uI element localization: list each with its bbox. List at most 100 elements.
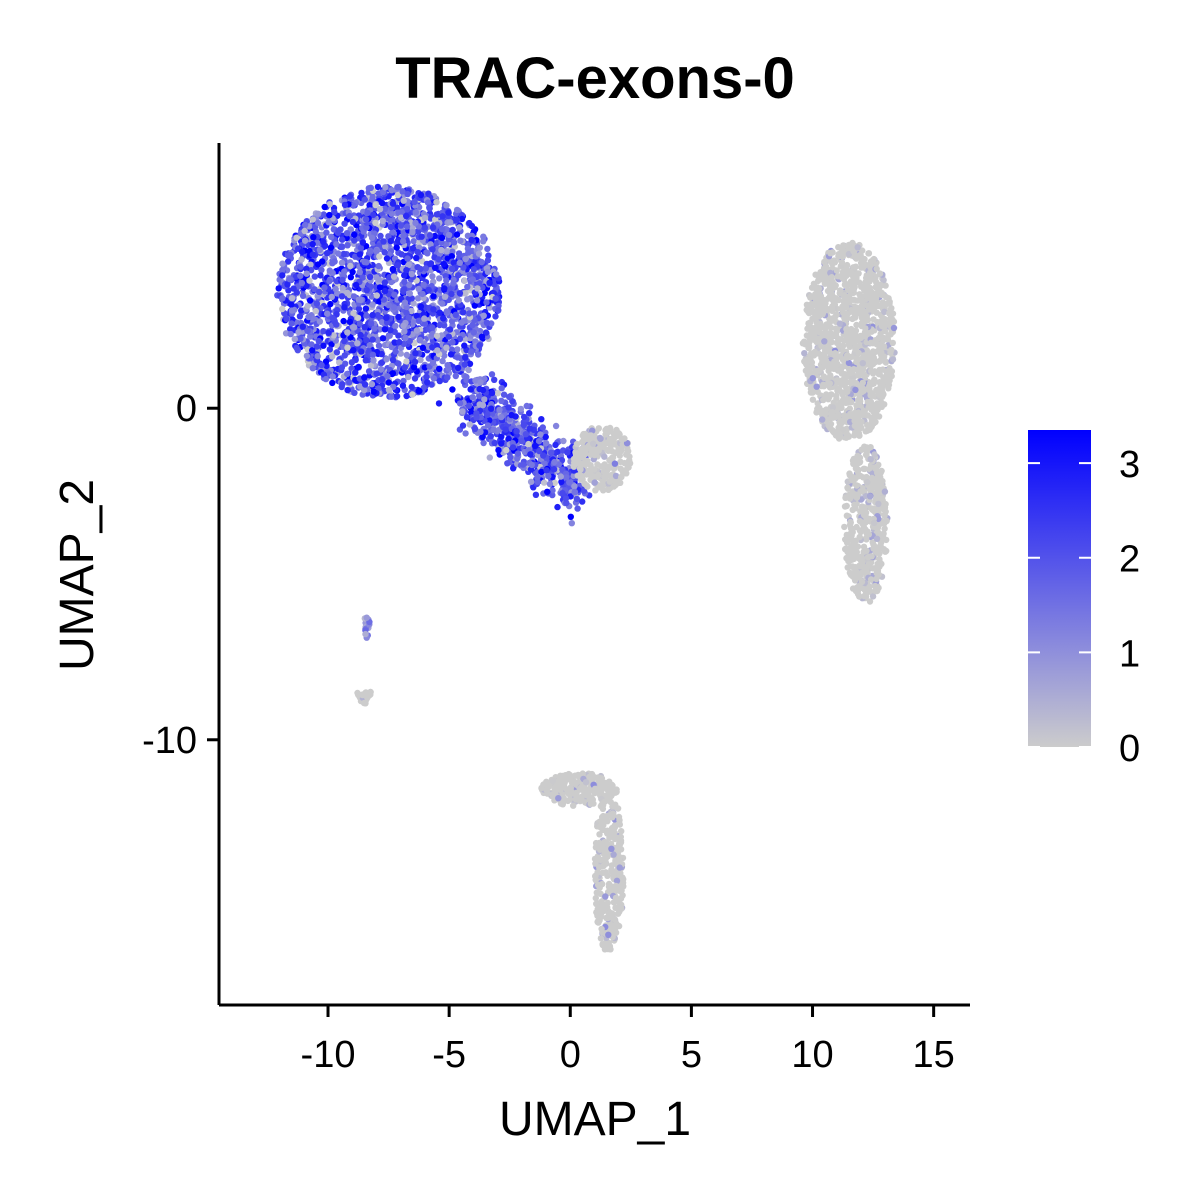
scatter-point [837,336,844,343]
scatter-point [878,478,885,485]
scatter-point [455,297,462,304]
scatter-point [427,241,434,248]
scatter-point [498,433,505,440]
scatter-point [320,342,327,349]
scatter-point [502,426,509,433]
scatter-point [439,226,446,233]
scatter-point [880,353,888,360]
scatter-point [461,290,468,297]
scatter-point [293,344,300,352]
scatter-point [520,421,527,429]
scatter-point [352,369,359,376]
scatter-point [839,269,846,276]
scatter-point [361,374,368,381]
scatter-point [343,230,351,237]
scatter-point [853,321,860,329]
scatter-point [363,259,370,266]
scatter-point [347,262,354,270]
scatter-point [867,456,874,463]
scatter-point [866,383,873,390]
scatter-point [433,332,441,340]
scatter-point [847,329,854,336]
scatter-point [821,338,828,345]
scatter-point [801,350,808,357]
scatter-point [856,391,863,398]
scatter-point [871,519,878,526]
scatter-point [486,417,493,424]
scatter-point [483,319,491,326]
scatter-point [873,569,880,577]
scatter-point [346,379,353,386]
scatter-point [415,285,422,293]
scatter-point [618,473,625,481]
scatter-point [825,422,833,430]
scatter-point [827,293,834,300]
scatter-point [361,381,369,388]
scatter-point [350,310,357,317]
scatter-point [846,343,853,350]
scatter-point [471,425,479,432]
scatter-point [436,377,443,385]
scatter-point [849,563,857,571]
scatter-point [842,545,850,552]
scatter-point [851,475,859,483]
scatter-point [411,198,418,206]
scatter-point [454,364,462,372]
scatter-point [341,304,348,311]
scatter-point [807,294,814,301]
scatter-point [829,409,836,416]
scatter-point [363,224,370,231]
scatter-point [333,241,340,248]
scatter-point [351,389,358,396]
scatter-point [293,234,300,241]
scatter-point [346,318,354,326]
scatter-point [839,253,846,260]
scatter-point [286,275,293,283]
scatter-point [381,279,388,286]
scatter-point [400,286,408,293]
scatter-point [542,433,549,441]
scatter-point [448,318,456,325]
scatter-point [303,270,310,277]
scatter-point [416,387,423,395]
scatter-point [404,206,411,213]
scatter-point [488,401,495,408]
scatter-point [879,299,886,306]
scatter-point [368,381,376,388]
scatter-point [389,266,397,273]
scatter-point [349,218,356,226]
scatter-point [287,330,294,338]
scatter-point [471,302,478,309]
scatter-point [851,422,859,429]
scatter-point [354,314,362,322]
scatter-point [881,488,889,495]
scatter-point [341,352,348,359]
scatter-point [886,298,893,305]
scatter-point [393,244,400,251]
scatter-point [626,460,633,468]
scatter-point [599,482,606,489]
scatter-point [409,391,416,398]
scatter-point [307,333,314,340]
scatter-point [882,508,889,515]
scatter-point [430,293,437,300]
scatter-point [385,379,392,386]
scatter-point [495,447,502,454]
scatter-point [366,273,374,281]
scatter-point [364,209,371,217]
scatter-point [290,285,297,292]
scatter-point [413,312,420,319]
scatter-point [854,244,861,251]
scatter-point [562,495,570,502]
scatter-point [410,300,417,307]
scatter-point [466,421,473,428]
scatter-point [817,301,824,308]
scatter-point [832,350,839,357]
scatter-point [842,280,849,287]
scatter-point [414,295,422,302]
scatter-point [583,482,590,489]
scatter-point [863,547,870,554]
scatter-point [405,314,412,321]
scatter-point [354,340,361,347]
scatter-point [283,315,290,322]
